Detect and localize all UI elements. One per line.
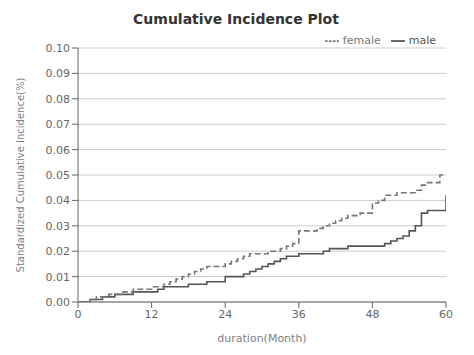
svg-text:duration(Month): duration(Month) [217, 332, 306, 344]
html-text:male: male [408, 34, 436, 47]
svg-text:0.10: 0.10 [46, 42, 71, 55]
svg-text:0.06: 0.06 [46, 144, 71, 157]
svg-text:24: 24 [218, 308, 232, 321]
svg-text:0.01: 0.01 [46, 271, 71, 284]
svg-text:0.08: 0.08 [46, 93, 71, 106]
svg-text:0.03: 0.03 [46, 220, 71, 233]
svg-text:0.00: 0.00 [46, 296, 71, 309]
svg-text:Standardized Cumulative Incide: Standardized Cumulative Incidence(%) [15, 77, 26, 272]
svg-text:0.07: 0.07 [46, 118, 71, 131]
svg-text:0.05: 0.05 [46, 169, 71, 182]
html-text:Cumulative Incidence Plot: Cumulative Incidence Plot [133, 11, 339, 27]
svg-text:60: 60 [439, 308, 453, 321]
svg-text:12: 12 [145, 308, 159, 321]
svg-text:0.09: 0.09 [46, 67, 71, 80]
svg-text:48: 48 [365, 308, 379, 321]
html-text:female: female [342, 34, 381, 47]
svg-text:36: 36 [292, 308, 306, 321]
svg-text:0.04: 0.04 [46, 194, 71, 207]
svg-text:0.02: 0.02 [46, 245, 71, 258]
svg-text:0: 0 [75, 308, 82, 321]
